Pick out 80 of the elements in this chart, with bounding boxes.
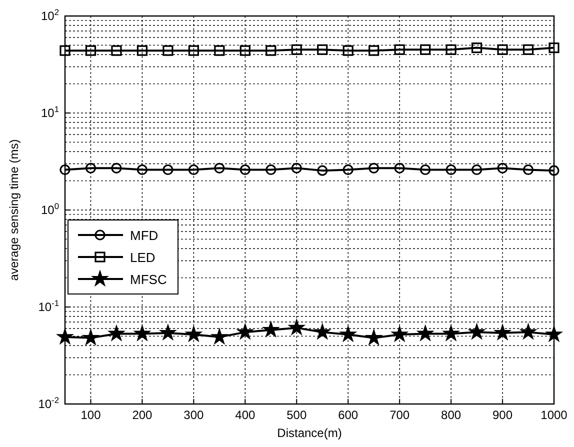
point: [546, 326, 562, 342]
point: [420, 44, 431, 55]
point: [417, 325, 434, 341]
point: [342, 45, 354, 56]
point: [368, 45, 380, 56]
point: [136, 45, 148, 56]
point: [522, 164, 534, 176]
point: [162, 45, 174, 56]
point: [468, 324, 485, 340]
point: [446, 44, 456, 55]
point: [471, 42, 482, 54]
point: [314, 324, 330, 340]
point: [266, 45, 276, 56]
point: [188, 45, 199, 56]
point: [497, 44, 508, 55]
point: [446, 164, 456, 176]
point: [394, 44, 405, 55]
y-tick-label: 10$^{0}$: [40, 201, 60, 217]
point: [160, 324, 176, 340]
x-tick-label: 600: [338, 408, 358, 422]
point: [420, 164, 431, 176]
point: [82, 330, 99, 345]
point: [368, 162, 380, 174]
point: [111, 45, 122, 56]
x-tick-label: 100: [80, 408, 102, 422]
x-tick-label: 400: [235, 408, 256, 422]
point: [266, 164, 276, 176]
x-tick-label: 800: [441, 408, 462, 422]
point: [214, 162, 225, 174]
point: [471, 164, 482, 176]
point: [522, 44, 534, 55]
point: [214, 45, 225, 56]
point: [162, 164, 174, 176]
point: [111, 162, 122, 174]
y-tick-label: 10$^{2}$: [40, 7, 60, 23]
legend-label: MFSC: [130, 272, 167, 287]
x-tick-label: 300: [184, 408, 204, 422]
point: [392, 326, 408, 342]
point: [60, 45, 70, 56]
point: [366, 330, 382, 345]
point: [188, 164, 199, 176]
point: [342, 164, 354, 176]
point: [56, 328, 74, 344]
point: [136, 164, 148, 176]
point: [85, 162, 96, 174]
point: [240, 45, 250, 56]
point: [340, 326, 356, 342]
x-tick-label: 200: [132, 408, 153, 422]
point: [494, 324, 511, 340]
y-axis-title: average sensing time (ms): [7, 139, 21, 281]
point: [262, 322, 279, 337]
point: [291, 162, 302, 174]
point: [443, 325, 460, 341]
x-axis-title: Distance(m): [277, 426, 342, 440]
point: [211, 328, 228, 344]
point: [548, 165, 560, 176]
point: [288, 319, 305, 335]
y-tick-label: 10$^{-1}$: [38, 298, 60, 314]
point: [291, 44, 302, 55]
point: [394, 162, 405, 174]
point: [317, 165, 328, 176]
legend-label: MFD: [130, 228, 158, 243]
legend-label: LED: [130, 250, 156, 265]
x-tick-label: 700: [390, 408, 410, 422]
point: [85, 45, 96, 56]
point: [520, 324, 536, 340]
point: [186, 326, 202, 342]
point: [548, 42, 560, 54]
point: [317, 44, 328, 55]
point: [60, 164, 70, 176]
y-tick-label: 10$^{-2}$: [38, 395, 60, 411]
point: [237, 324, 254, 340]
point: [108, 325, 124, 341]
x-tick-label: 900: [492, 408, 513, 422]
x-tick-label: 500: [286, 408, 307, 422]
x-tick-label: 1000: [540, 408, 568, 422]
point: [240, 164, 250, 176]
y-tick-label: 10$^{1}$: [40, 104, 60, 120]
point: [497, 162, 508, 174]
point: [134, 325, 150, 341]
